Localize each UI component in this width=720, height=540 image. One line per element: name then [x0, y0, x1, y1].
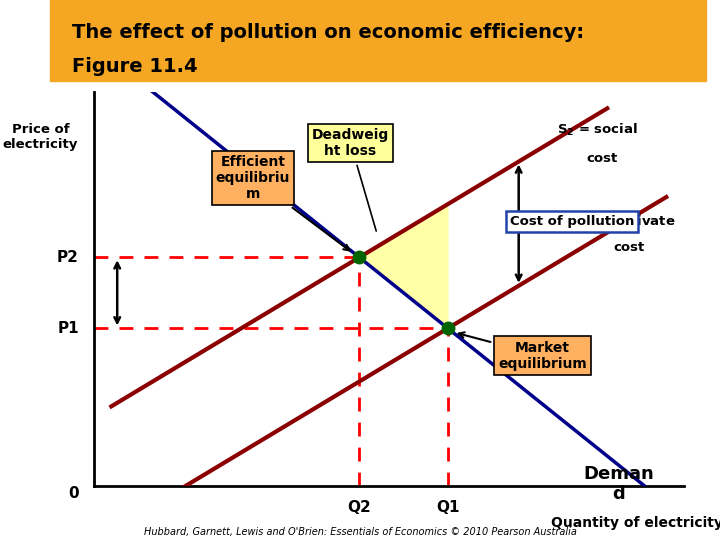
Text: Q1: Q1 — [436, 500, 459, 515]
Text: Price of
electricity: Price of electricity — [3, 123, 78, 151]
Text: Deadweig
ht loss: Deadweig ht loss — [312, 127, 389, 231]
Text: $\mathbf{S_2}$ = social: $\mathbf{S_2}$ = social — [557, 123, 638, 138]
Text: Q2: Q2 — [348, 500, 371, 515]
Text: 0: 0 — [68, 486, 79, 501]
Text: cost: cost — [587, 152, 618, 165]
Text: cost: cost — [613, 241, 644, 254]
Polygon shape — [359, 204, 448, 328]
Text: Efficient
equilibriu
m: Efficient equilibriu m — [216, 155, 349, 251]
Text: P1: P1 — [57, 321, 79, 336]
Text: Deman
d: Deman d — [584, 464, 654, 503]
Text: Figure 11.4: Figure 11.4 — [72, 57, 197, 76]
Text: $\mathbf{S_1}$ = private: $\mathbf{S_1}$ = private — [584, 213, 675, 230]
Text: Market
equilibrium: Market equilibrium — [459, 332, 587, 371]
Text: Hubbard, Garnett, Lewis and O'Brien: Essentials of Economics © 2010 Pearson Aust: Hubbard, Garnett, Lewis and O'Brien: Ess… — [143, 527, 577, 537]
Text: Quantity of electricity: Quantity of electricity — [551, 516, 720, 530]
Text: Cost of pollution: Cost of pollution — [510, 215, 634, 228]
Text: The effect of pollution on economic efficiency:: The effect of pollution on economic effi… — [72, 23, 584, 42]
Text: P2: P2 — [57, 250, 79, 265]
